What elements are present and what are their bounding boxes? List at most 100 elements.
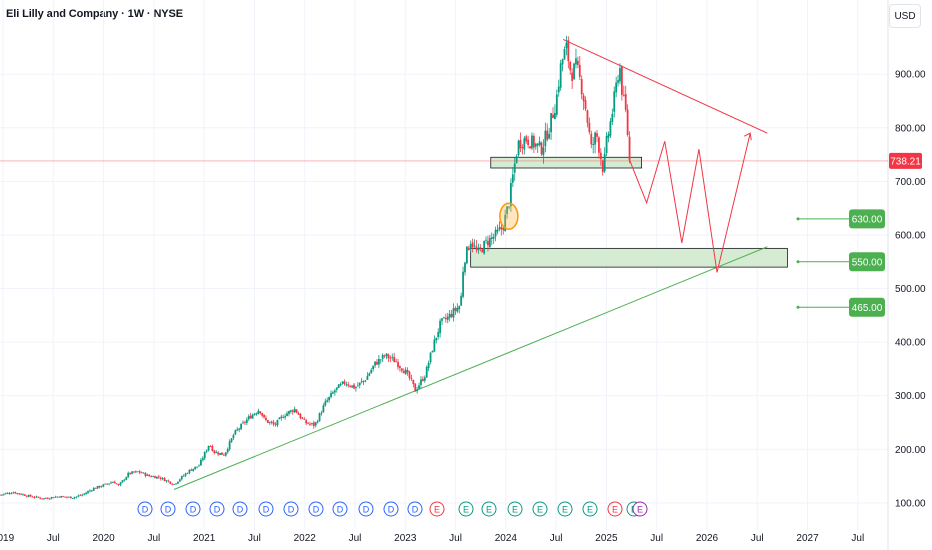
candle-body — [251, 414, 254, 419]
event-label: D — [237, 505, 244, 515]
event-marker[interactable] — [232, 501, 248, 517]
candle-body — [333, 390, 336, 393]
candle-body — [238, 428, 241, 430]
candle-body — [569, 61, 572, 71]
event-marker[interactable] — [137, 501, 153, 517]
candle-body — [326, 400, 329, 402]
candle-body — [341, 381, 344, 384]
event-label: D — [214, 505, 221, 515]
candle-body — [201, 458, 204, 461]
candle-body — [542, 147, 545, 156]
candle-body — [111, 481, 114, 483]
candle-body — [14, 492, 17, 494]
candle-body — [420, 379, 422, 385]
event-label: E — [512, 505, 518, 515]
candle-body — [167, 480, 170, 482]
event-marker[interactable] — [607, 501, 623, 517]
candle-body — [555, 94, 558, 115]
candle-body — [469, 243, 472, 249]
candle-body — [596, 133, 598, 137]
candle-body — [98, 485, 101, 488]
x-tick-label: 2020 — [92, 533, 115, 544]
candle-body — [2, 493, 5, 495]
candle-body — [423, 377, 426, 381]
y-tick-label: 900.00 — [895, 70, 926, 81]
event-marker[interactable] — [582, 501, 598, 517]
event-marker[interactable] — [532, 501, 548, 517]
event-marker[interactable] — [308, 501, 324, 517]
candle-body — [117, 483, 120, 486]
candle-body — [228, 441, 231, 450]
candle-body — [353, 384, 355, 389]
candle-body — [1, 494, 3, 496]
y-axis: 100.00 200.00 300.00 400.00 500.00 600.00 700.… — [895, 70, 926, 510]
currency-button[interactable]: USD — [889, 4, 921, 28]
candle-body — [345, 384, 348, 386]
candle-body — [559, 63, 562, 88]
x-tick-label: Jul — [851, 533, 864, 544]
candle-body — [460, 295, 463, 306]
candle-body — [488, 237, 491, 247]
event-label: D — [190, 505, 197, 515]
candle-body — [584, 100, 587, 109]
candle-body — [194, 466, 197, 469]
event-marker[interactable] — [358, 501, 374, 517]
candle-body — [496, 229, 499, 232]
event-marker[interactable] — [407, 501, 423, 517]
candle-body — [399, 366, 401, 368]
candle-body — [550, 113, 552, 133]
candle-body — [119, 482, 122, 485]
candle-body — [272, 422, 275, 425]
candle-body — [324, 401, 327, 406]
candle-body — [523, 138, 526, 150]
candle-body — [100, 486, 103, 488]
candle-body — [136, 471, 139, 473]
candle-body — [471, 242, 474, 248]
candle-body — [177, 481, 179, 484]
event-marker[interactable] — [332, 501, 348, 517]
event-marker[interactable] — [507, 501, 523, 517]
candle-body — [261, 412, 264, 416]
event-marker[interactable] — [632, 501, 648, 517]
candle-body — [370, 369, 373, 374]
event-marker[interactable] — [458, 501, 474, 517]
candle-body — [605, 136, 608, 154]
candle-body — [446, 316, 449, 320]
target-label: 550.00 — [852, 257, 883, 268]
candle-body — [311, 423, 313, 424]
event-marker[interactable] — [481, 501, 497, 517]
candle-body — [253, 413, 256, 416]
candle-body — [314, 422, 317, 426]
candle-body — [203, 452, 206, 459]
event-marker[interactable] — [258, 501, 274, 517]
event-label: E — [637, 505, 643, 515]
candle-body — [255, 413, 258, 415]
event-label: D — [388, 505, 395, 515]
candle-body — [131, 471, 133, 474]
event-marker[interactable] — [383, 501, 399, 517]
event-marker[interactable] — [557, 501, 573, 517]
x-tick-label: Jul — [47, 533, 60, 544]
candle-body — [169, 481, 172, 484]
candle-body — [180, 476, 183, 480]
y-tick-label: 800.00 — [895, 123, 926, 134]
candle-body — [159, 477, 162, 479]
candle-body — [332, 392, 334, 394]
candle-body — [615, 82, 618, 93]
event-marker[interactable] — [160, 501, 176, 517]
candle-body — [531, 135, 533, 149]
event-label: D — [142, 505, 149, 515]
event-marker[interactable] — [429, 501, 445, 517]
event-marker[interactable] — [283, 501, 299, 517]
candle-body — [619, 68, 621, 82]
candle-body — [108, 483, 110, 485]
event-marker[interactable] — [209, 501, 225, 517]
event-label: D — [165, 505, 172, 515]
candle-body — [599, 152, 602, 160]
candle-body — [439, 320, 442, 334]
event-marker[interactable] — [185, 501, 201, 517]
candle-body — [73, 497, 76, 499]
candle-body — [265, 417, 267, 420]
candle-body — [22, 494, 24, 496]
